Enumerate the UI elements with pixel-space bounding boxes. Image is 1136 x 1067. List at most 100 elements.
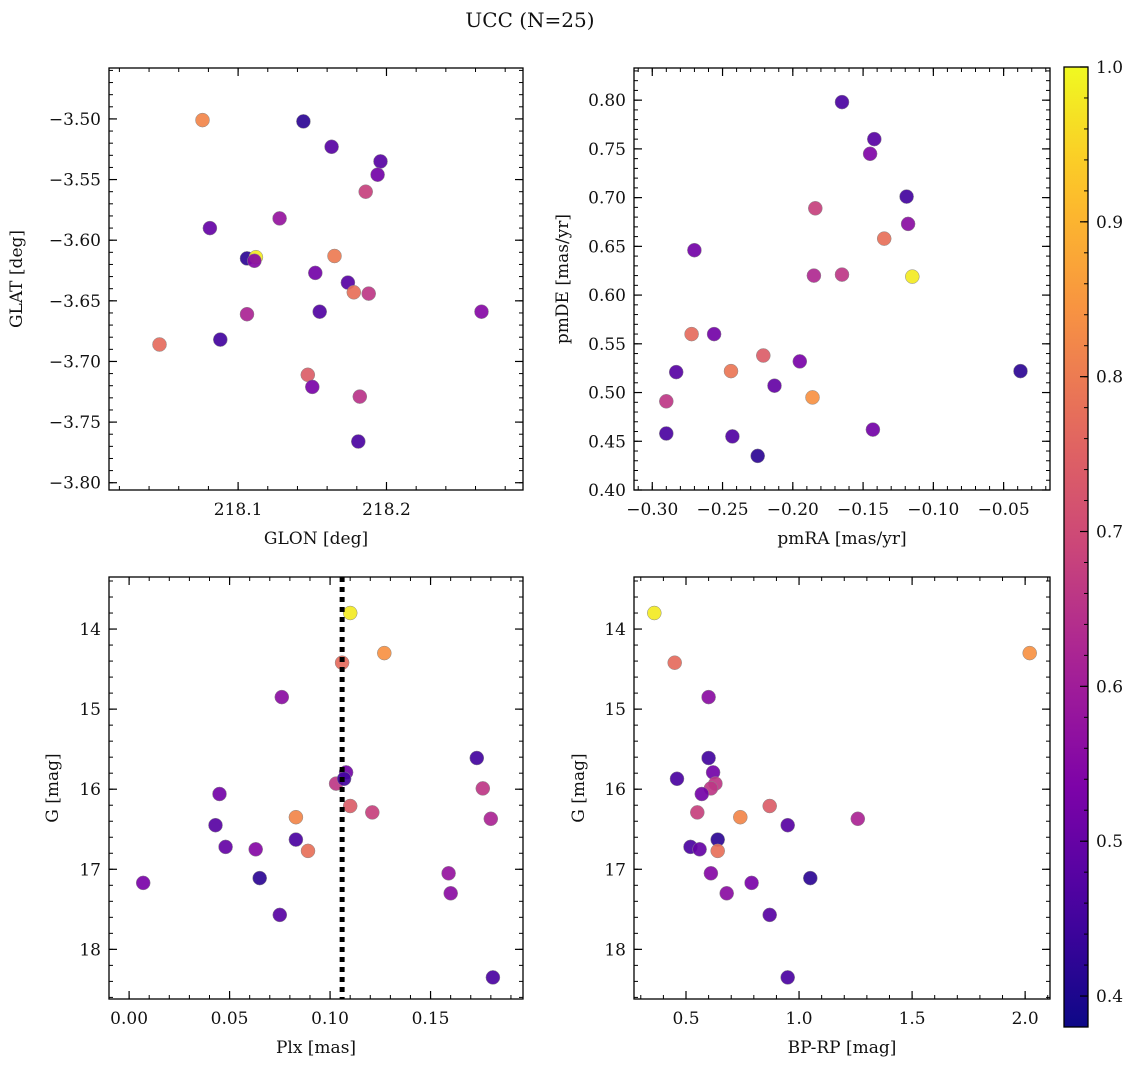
scatter-points bbox=[647, 605, 1037, 985]
colorbar: 0.4 0.5 0.6 0.7 0.8 0.9 1.0 bbox=[1063, 58, 1123, 1028]
scatter-point bbox=[701, 750, 716, 766]
panel-1: 218.1 218.2 −3.50 −3.55 −3.60 −3.65 −3.70 −3.75… bbox=[7, 67, 524, 549]
scatter-point bbox=[208, 817, 223, 833]
scatter-point bbox=[690, 805, 705, 820]
scatter-point bbox=[667, 655, 682, 670]
axes-frame bbox=[108, 576, 524, 1000]
x-tick-label: 2.0 bbox=[1012, 1009, 1039, 1029]
y-tick-label: −3.70 bbox=[49, 352, 101, 372]
scatter-point bbox=[669, 771, 685, 787]
scatter-point bbox=[358, 184, 373, 199]
x-tick-label: 1.5 bbox=[899, 1009, 926, 1029]
scatter-point bbox=[659, 394, 674, 409]
scatter-point bbox=[865, 422, 881, 437]
scatter-point bbox=[239, 306, 255, 322]
y-tick-label: 0.65 bbox=[588, 237, 626, 257]
scatter-point bbox=[834, 267, 850, 282]
scatter-point bbox=[762, 798, 777, 814]
scatter-point bbox=[808, 201, 823, 216]
y-tick-label: 14 bbox=[79, 620, 101, 640]
scatter-point bbox=[694, 786, 710, 802]
axes-frame bbox=[633, 67, 1051, 491]
colorbar-tick-label: 0.4 bbox=[1096, 987, 1123, 1007]
x-tick-label: 0.5 bbox=[672, 1009, 699, 1029]
x-tick-label: 0.15 bbox=[412, 1009, 450, 1029]
colorbar-tick-label: 0.7 bbox=[1096, 523, 1123, 543]
scatter-point bbox=[305, 379, 320, 395]
scatter-point bbox=[719, 886, 734, 901]
panel-3: 0.00 0.05 0.10 0.15 14 15 16 17 18 Plx [mas] G [ma… bbox=[43, 576, 524, 1058]
y-tick-label: 18 bbox=[604, 940, 626, 960]
colorbar-gradient bbox=[1064, 67, 1088, 1027]
scatter-point bbox=[370, 167, 385, 182]
scatter-point bbox=[327, 248, 342, 264]
scatter-point bbox=[725, 429, 740, 444]
x-tick-label: −0.05 bbox=[978, 500, 1030, 520]
scatter-point bbox=[377, 645, 392, 661]
scatter-point bbox=[213, 332, 228, 347]
scatter-point bbox=[744, 875, 759, 891]
scatter-point bbox=[272, 907, 288, 923]
colorbar-tick-label: 1.0 bbox=[1096, 58, 1123, 78]
panel-2: −0.30 −0.25 −0.20 −0.15 −0.10 −0.05 0.40 0.45 0.… bbox=[553, 67, 1051, 549]
scatter-point bbox=[659, 426, 674, 441]
x-axis-label: BP-RP [mag] bbox=[788, 1038, 897, 1058]
scatter-point bbox=[296, 114, 311, 129]
colorbar-tick-label: 0.9 bbox=[1096, 213, 1123, 233]
scatter-point bbox=[324, 139, 339, 155]
y-tick-label: 16 bbox=[604, 780, 626, 800]
scatter-point bbox=[850, 811, 866, 827]
x-tick-label: −0.15 bbox=[837, 500, 889, 520]
x-axis-label: Plx [mas] bbox=[276, 1038, 356, 1058]
scatter-point bbox=[692, 842, 707, 857]
scatter-point bbox=[135, 875, 151, 891]
x-tick-label: 218.1 bbox=[214, 500, 263, 520]
panel-4: 0.5 1.0 1.5 2.0 14 15 16 17 18 BP-RP [mag] G [mag] bbox=[569, 576, 1051, 1058]
y-tick-label: 0.50 bbox=[588, 384, 626, 404]
scatter-point bbox=[780, 970, 795, 985]
x-tick-label: −0.30 bbox=[626, 500, 678, 520]
scatter-point bbox=[780, 817, 795, 833]
colorbar-tick-label: 0.8 bbox=[1096, 368, 1123, 388]
y-tick-label: −3.75 bbox=[49, 413, 101, 433]
scatter-point bbox=[792, 354, 808, 369]
scatter-point bbox=[342, 798, 358, 814]
scatter-point bbox=[469, 750, 485, 766]
scatter-point bbox=[308, 265, 323, 281]
scatter-point bbox=[723, 363, 739, 379]
scatter-point bbox=[443, 886, 458, 901]
y-tick-label: 17 bbox=[79, 860, 101, 880]
scatter-point bbox=[905, 269, 920, 284]
colorbar-tick-label: 0.6 bbox=[1096, 677, 1123, 697]
scatter-point bbox=[342, 605, 358, 621]
y-tick-label: 0.45 bbox=[588, 432, 626, 452]
y-axis-label: G [mag] bbox=[43, 753, 63, 822]
x-tick-label: −0.10 bbox=[907, 500, 959, 520]
scatter-point bbox=[312, 304, 327, 319]
x-axis-label: GLON [deg] bbox=[264, 529, 368, 549]
scatter-point bbox=[485, 970, 501, 985]
scatter-point bbox=[767, 378, 782, 393]
scatter-point bbox=[272, 211, 287, 226]
x-tick-label: −0.25 bbox=[696, 500, 748, 520]
scatter-point bbox=[361, 286, 376, 301]
x-tick-label: −0.20 bbox=[767, 500, 819, 520]
figure-title: UCC (N=25) bbox=[465, 8, 594, 32]
y-tick-label: 0.80 bbox=[588, 91, 626, 111]
scatter-point bbox=[834, 94, 850, 110]
scatter-point bbox=[647, 605, 662, 621]
y-tick-label: 16 bbox=[79, 780, 101, 800]
y-tick-label: 0.55 bbox=[588, 335, 626, 355]
scatter-point bbox=[899, 189, 914, 204]
scatter-point bbox=[373, 154, 388, 169]
scatter-point bbox=[668, 364, 684, 380]
scatter-point bbox=[756, 348, 771, 363]
scatter-point bbox=[300, 843, 316, 859]
scatter-point bbox=[346, 285, 362, 300]
scatter-point bbox=[212, 786, 227, 802]
axes-frame bbox=[108, 67, 524, 491]
scatter-point bbox=[288, 832, 304, 847]
x-tick-label: 0.05 bbox=[211, 1009, 249, 1029]
y-tick-label: 17 bbox=[604, 860, 626, 880]
y-tick-label: −3.80 bbox=[49, 474, 101, 494]
